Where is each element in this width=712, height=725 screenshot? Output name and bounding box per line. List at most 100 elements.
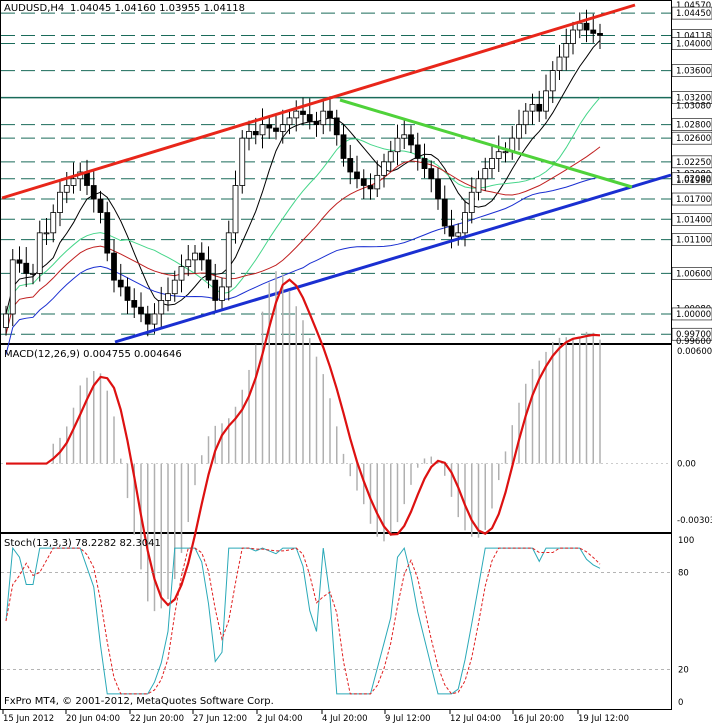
ohlc-label: 1.04045 1.04160 1.03955 1.04118 <box>70 3 245 14</box>
price-tag <box>671 155 712 169</box>
macd-title: MACD(12,26,9) 0.004755 0.004646 <box>4 349 182 360</box>
price-label: 1.02000 <box>676 175 711 185</box>
price-tag <box>671 327 712 341</box>
symbol-label: AUDUSD,H4 <box>4 3 64 14</box>
time-label: 2 Jul 04:00 <box>257 714 303 724</box>
candle-body <box>219 286 225 301</box>
candle-body <box>232 185 239 234</box>
candle-body <box>414 144 421 159</box>
macd-scale-label: 0.00 <box>677 460 696 470</box>
price-label: 1.03600 <box>676 67 711 77</box>
price-tag <box>671 267 712 280</box>
candle-body <box>590 29 597 34</box>
price-tag <box>671 118 712 131</box>
candle-body <box>212 279 219 301</box>
price-tag <box>671 6 712 20</box>
candle-body <box>570 29 576 44</box>
macd-indicator: 0.006007 0.00 -0.003037 <box>1 271 712 612</box>
candle-body <box>333 117 340 136</box>
stoch-main-line <box>5 546 601 695</box>
candle-body <box>259 124 266 136</box>
candle-body <box>124 286 131 301</box>
candle-body <box>246 131 252 139</box>
candle-body <box>171 279 178 295</box>
candle-body <box>441 198 448 227</box>
time-label: 9 Jul 12:00 <box>385 714 431 724</box>
candle-body <box>374 174 381 190</box>
candle-body <box>354 171 360 180</box>
candle-body <box>495 151 502 159</box>
candle-body <box>408 134 414 146</box>
stoch-scale-label: 80 <box>678 568 689 578</box>
candle-body <box>192 252 198 261</box>
candle-body <box>23 262 30 274</box>
candle-body <box>57 191 63 213</box>
candle-body <box>516 124 522 139</box>
trendlines[interactable] <box>1 3 672 344</box>
candle-body <box>279 124 286 132</box>
candle-body <box>225 232 232 288</box>
candle-body <box>165 293 171 301</box>
price-panel[interactable] <box>0 0 672 344</box>
candle-body <box>239 137 246 186</box>
time-label: 22 Jun 20:00 <box>130 714 184 724</box>
price-label: 1.04000 <box>676 40 711 50</box>
candle-body <box>347 158 354 173</box>
candle-body <box>90 185 97 200</box>
candle-body <box>3 313 9 328</box>
time-label: 16 Jul 20:00 <box>513 714 564 724</box>
stoch-scale-label: 0 <box>678 698 683 708</box>
price-label: 1.02250 <box>676 158 711 168</box>
candle-body <box>482 168 489 180</box>
candle-body <box>468 191 475 213</box>
price-label: 0.99700 <box>676 330 711 340</box>
stochastic-indicator: 100 80 20 0 <box>1 536 694 708</box>
candle-body <box>104 212 111 254</box>
candle-body <box>117 279 124 288</box>
candle-body <box>421 158 428 170</box>
price-tag <box>671 233 712 246</box>
candle-body <box>306 114 313 122</box>
candle-body <box>50 212 57 234</box>
candle-body <box>111 252 117 281</box>
price-label: 1.04118 <box>676 32 711 42</box>
price-tag <box>671 213 712 226</box>
time-label: 4 Jul 20:00 <box>322 714 368 724</box>
candle-body <box>9 259 16 315</box>
price-tag <box>671 64 712 77</box>
candle-body <box>583 22 590 31</box>
price-tag <box>671 172 712 186</box>
stoch-scale-label: 20 <box>678 666 689 676</box>
price-label: 1.00600 <box>676 269 711 279</box>
candle-body <box>178 266 185 281</box>
candle-body <box>273 127 279 132</box>
candle-body <box>320 110 327 126</box>
candle-body <box>185 259 192 268</box>
candle-body <box>63 185 70 193</box>
macd-scale-label: -0.003037 <box>677 516 712 526</box>
price-candles <box>3 9 603 337</box>
price-tag <box>671 37 712 50</box>
price-label: 1.01700 <box>676 195 711 205</box>
candle-body <box>489 158 495 170</box>
candle-body <box>131 300 138 308</box>
candle-body <box>252 131 259 136</box>
candle-body <box>549 70 556 92</box>
lower-channel-line <box>114 173 672 344</box>
candle-body <box>394 137 401 153</box>
price-label: 1.03200 <box>676 94 711 104</box>
candle-body <box>387 151 394 163</box>
candle-body <box>43 232 50 235</box>
time-label: 12 Jul 04:00 <box>450 714 501 724</box>
candle-body <box>138 306 144 315</box>
ma-slow <box>5 176 601 355</box>
price-label: 1.01400 <box>676 215 711 225</box>
macd-scale-label: 0.006007 <box>677 347 712 357</box>
candle-body <box>475 178 482 193</box>
candle-body <box>502 151 509 154</box>
price-label: 1.02800 <box>676 121 711 131</box>
candle-body <box>327 110 333 119</box>
candle-body <box>563 43 570 58</box>
